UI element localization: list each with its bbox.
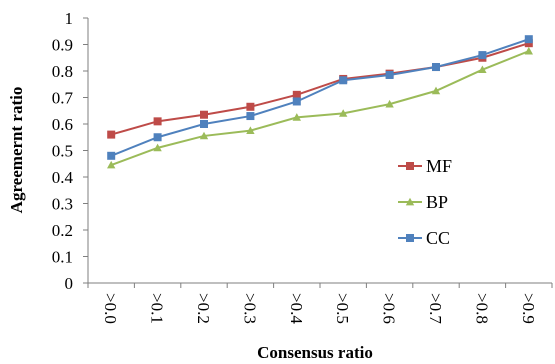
series-bp-line [110,50,530,167]
axes [83,17,553,288]
legend-label-mf: MF [426,156,452,176]
series-cc-point [200,120,208,128]
y-tick-label: 0.6 [52,115,73,134]
x-tick-label: >0.0 [101,293,120,324]
series-mf [107,39,533,139]
series-cc-point [107,151,116,160]
y-tick-label: 0.8 [52,62,73,81]
x-axis-title: Consensus ratio [257,343,373,362]
y-tick-label: 0.1 [52,248,73,267]
legend-marker-cc [406,234,414,242]
legend: MF BP CC [398,156,452,248]
y-tick-label: 0.3 [52,195,73,214]
legend-marker-bp [405,197,415,206]
x-tick-label: >0.7 [426,293,445,324]
series-cc-point [339,76,348,85]
y-tick-labels: 0 0.1 0.2 0.3 0.4 0.5 0.6 0.7 0.8 0.9 1 [52,9,74,293]
series-cc [107,35,533,160]
series-bp-point [431,86,441,95]
series-cc-point [385,70,394,79]
series-group [107,35,533,169]
legend-item-cc: CC [398,228,450,248]
series-cc-point [432,63,440,72]
y-tick-label: 0.4 [52,168,74,187]
series-cc-point [524,35,533,44]
x-tick-label: >0.5 [333,293,352,324]
legend-marker-mf [406,162,414,170]
legend-label-cc: CC [426,228,450,248]
series-mf-point [153,117,162,126]
x-tick-label: >0.4 [287,293,306,324]
series-cc-point [478,51,487,60]
x-tick-label: >0.9 [519,293,538,324]
series-bp-point [292,113,301,121]
x-tick-label: >0.2 [194,293,213,324]
x-tick-label: >0.8 [472,293,491,324]
legend-item-bp: BP [398,192,448,212]
y-tick-label: 0.7 [52,89,74,108]
series-bp-point [153,143,162,152]
series-bp [107,46,533,169]
y-tick-label: 0 [65,274,74,293]
series-mf-point [246,102,255,111]
legend-item-mf: MF [398,156,452,176]
series-bp-point [385,99,394,108]
series-bp-point [107,160,116,169]
y-tick-label: 0.5 [52,142,73,161]
x-tick-label: >0.6 [380,293,399,324]
series-cc-line [110,38,530,157]
legend-label-bp: BP [426,192,448,212]
series-mf-point [292,90,301,99]
series-bp-point [339,109,348,117]
x-tick-label: >0.1 [148,293,167,324]
x-tick-label: >0.3 [240,293,259,324]
series-mf-line [110,42,530,136]
y-axis-title: Agreemernt ratio [7,87,26,214]
y-tick-label: 1 [65,9,74,28]
y-tick-label: 0.9 [52,36,73,55]
series-mf-point [200,110,208,119]
y-tick-label: 0.2 [52,221,73,240]
series-bp-point [524,46,533,55]
x-tick-labels: >0.0 >0.1 >0.2 >0.3 >0.4 >0.5 >0.6 >0.7 >0.8 >0.9 [101,293,538,324]
series-bp-point [478,65,487,74]
series-bp-point [199,131,209,140]
series-cc-point [153,133,162,142]
series-cc-point [292,97,301,106]
series-bp-point [246,126,255,134]
series-mf-point [107,130,116,139]
series-cc-point [246,112,255,121]
